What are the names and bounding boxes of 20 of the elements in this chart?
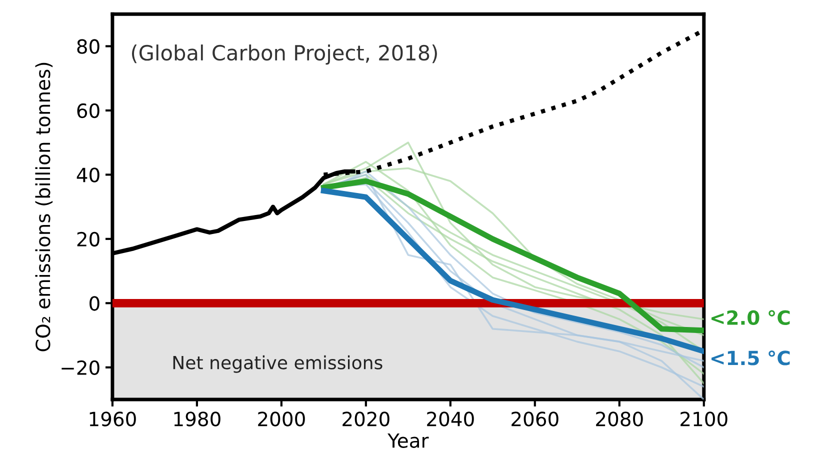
y-tick-label: 0: [90, 296, 100, 311]
x-tick-label: 2100: [680, 412, 728, 426]
y-tick-label: 40: [76, 168, 100, 182]
x-tick-label: 2060: [512, 412, 558, 426]
band-label: Net negative emissions: [173, 355, 382, 373]
series-label: <1.5 °C: [712, 350, 790, 366]
annotation: (Global Carbon Project, 2018): [132, 44, 437, 65]
x-tick-label: 2080: [596, 412, 643, 426]
y-axis-title: CO₂ emissions (billion tonnes): [35, 62, 53, 352]
y-tick-label: 80: [77, 39, 100, 54]
series-label: <2.0 °C: [712, 310, 790, 325]
y-tick-label: 20: [77, 232, 100, 247]
y-tick-label: −20: [62, 360, 100, 376]
x-tick-label: 2000: [258, 412, 305, 426]
x-tick-label: 1980: [174, 412, 220, 426]
x-tick-label: 2040: [427, 412, 474, 426]
x-tick-label: 2020: [342, 412, 390, 426]
x-axis-title: Year: [388, 434, 429, 448]
x-tick-label: 1960: [90, 412, 136, 426]
y-tick-label: 60: [77, 103, 100, 118]
